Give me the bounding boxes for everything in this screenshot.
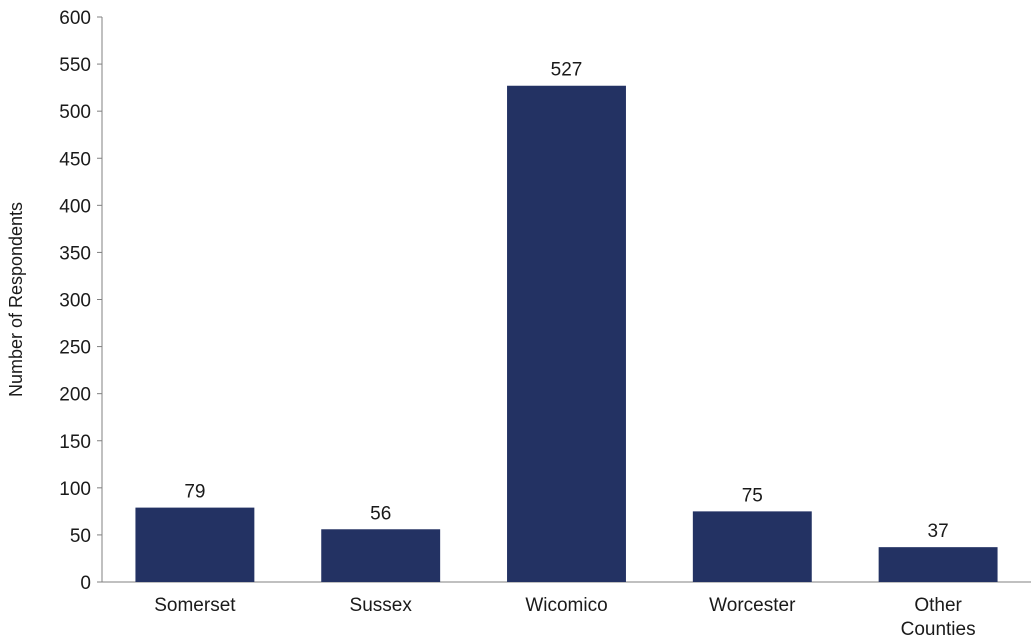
y-tick-label: 50 [70, 526, 91, 547]
data-label: 79 [184, 482, 205, 503]
y-tick-label: 600 [59, 8, 91, 29]
category-label: Counties [901, 619, 976, 640]
x-axis: Somerset Sussex Wicomico Worcester Other Coun… [102, 581, 1031, 640]
data-label: 37 [928, 521, 949, 542]
y-tick-label: 0 [80, 573, 91, 594]
bar [507, 85, 626, 582]
y-tick-label: 350 [59, 243, 91, 264]
bar [878, 547, 998, 582]
data-label: 75 [742, 485, 763, 506]
y-tick-label: 300 [59, 291, 91, 312]
bar [135, 507, 255, 582]
category-label: Wicomico [525, 595, 607, 616]
y-tick-label: 250 [59, 338, 91, 359]
y-tick-label: 550 [59, 55, 91, 76]
y-axis: 0 50 100 150 200 250 300 350 400 450 500 550 600 [59, 8, 103, 594]
bars [135, 85, 998, 582]
category-label: Worcester [709, 595, 796, 616]
y-axis-title: Number of Respondents [6, 202, 26, 397]
y-tick-label: 200 [59, 385, 91, 406]
y-tick-label: 100 [59, 479, 91, 500]
bar [692, 511, 812, 582]
y-tick-label: 450 [59, 149, 91, 170]
y-tick-label: 150 [59, 432, 91, 453]
bar [321, 529, 441, 582]
data-labels: 79 56 527 75 37 [184, 60, 948, 542]
data-label: 56 [370, 503, 391, 524]
category-label: Other [914, 595, 962, 616]
y-tick-label: 500 [59, 102, 91, 123]
category-label: Sussex [350, 595, 413, 616]
category-label: Somerset [154, 595, 236, 616]
y-tick-label: 400 [59, 196, 91, 217]
data-label: 527 [551, 60, 583, 81]
